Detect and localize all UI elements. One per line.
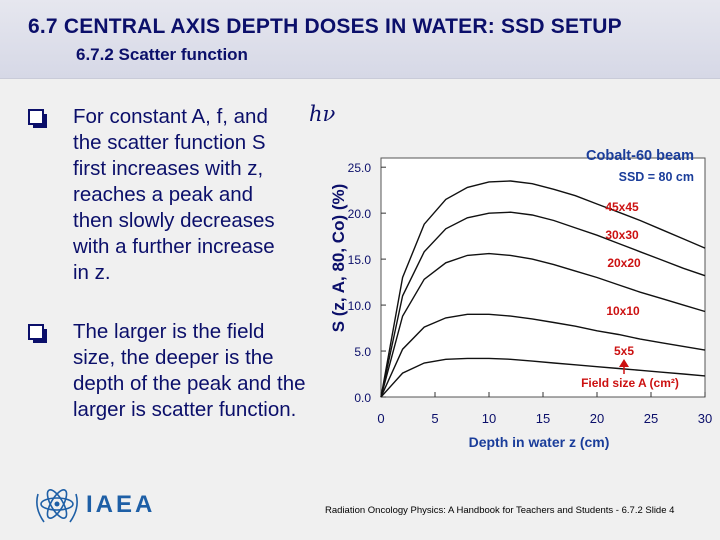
bullet-icon — [28, 109, 47, 128]
series-label: 20x20 — [607, 256, 641, 270]
y-tick-label: 0.0 — [354, 391, 371, 405]
series-line-10x10 — [380, 313, 706, 398]
slide-footer: Radiation Oncology Physics: A Handbook f… — [325, 505, 675, 516]
series-label: 5x5 — [614, 344, 634, 358]
annotation-arrow-head — [619, 359, 629, 367]
bullet-1-line: then slowly decreases — [73, 209, 275, 232]
x-tick-label: 15 — [536, 411, 550, 426]
iaea-logo-text: IAEA — [86, 491, 156, 518]
h-nu-symbol: hν — [309, 102, 336, 126]
chart-x-axis-label: Depth in water z (cm) — [469, 434, 610, 450]
slide-subtitle: 6.7.2 Scatter function — [76, 45, 248, 64]
bullet-1-line: For constant A, f, and — [73, 105, 268, 128]
bullet-text-1: For constant A, f, and the scatter funct… — [73, 104, 275, 286]
bullet-1-line: in z. — [73, 261, 111, 284]
slide-title: 6.7 CENTRAL AXIS DEPTH DOSES IN WATER: S… — [28, 15, 622, 38]
series-line-45x45 — [380, 180, 706, 398]
scatter-function-chart: 0.0 5.0 10.0 15.0 20.0 25.0 0 5 10 15 20 25 30 45x45 3… — [348, 148, 713, 450]
x-tick-label: 25 — [644, 411, 658, 426]
y-tick-label: 25.0 — [348, 161, 372, 175]
series-label: 45x45 — [605, 200, 639, 214]
y-tick-label: 10.0 — [348, 299, 372, 313]
y-tick-label: 15.0 — [348, 253, 372, 267]
bullet-2-line: The larger is the field — [73, 320, 265, 343]
x-tick-label: 30 — [698, 411, 712, 426]
series-label: 30x30 — [605, 228, 639, 242]
x-tick-label: 0 — [377, 411, 384, 426]
x-tick-label: 5 — [431, 411, 438, 426]
chart-annotation: Field size A (cm²) — [581, 376, 679, 390]
bullet-text-2: The larger is the field size, the deeper… — [73, 319, 306, 423]
bullet-2-line: depth of the peak and the — [73, 372, 306, 395]
bullet-1-line: the scatter function S — [73, 131, 266, 154]
x-tick-label: 20 — [590, 411, 604, 426]
slide-header: 6.7 CENTRAL AXIS DEPTH DOSES IN WATER: S… — [0, 0, 720, 79]
series-line-5x5 — [380, 357, 706, 398]
bullet-2-line: larger is scatter function. — [73, 398, 297, 421]
bullet-icon — [28, 324, 47, 343]
iaea-logo-icon — [36, 489, 78, 523]
bullet-2-line: size, the deeper is the — [73, 346, 274, 369]
bullet-1-line: first increases with z, — [73, 157, 264, 180]
bullet-1-line: reaches a peak and — [73, 183, 254, 206]
chart-title: Cobalt-60 beam — [586, 148, 694, 164]
series-line-20x20 — [380, 252, 706, 398]
series-line-30x30 — [380, 211, 706, 398]
plot-frame — [380, 157, 706, 398]
y-tick-label: 5.0 — [354, 345, 371, 359]
chart-subtitle: SSD = 80 cm — [619, 170, 694, 184]
bullet-1-line: with a further increase — [73, 235, 275, 258]
y-tick-label: 20.0 — [348, 207, 372, 221]
chart-y-axis-label: S (z, A, 80, Co) (%) — [329, 183, 348, 333]
x-tick-label: 10 — [482, 411, 496, 426]
series-label: 10x10 — [606, 304, 640, 318]
